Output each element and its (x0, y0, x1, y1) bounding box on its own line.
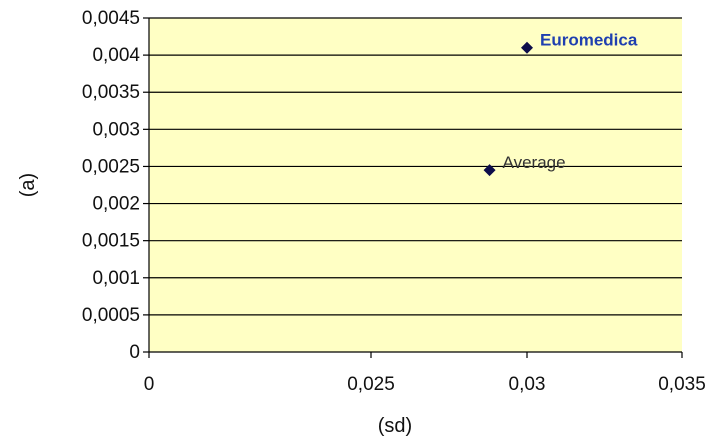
y-ticks: 0 0,0005 0,001 0,0015 0,002 0,0025 0,003 0,0035… (82, 8, 149, 363)
x-tick-label-3: 0,035 (658, 374, 706, 395)
x-tick-label-2: 0,03 (509, 374, 546, 395)
data-point-average (483, 164, 496, 177)
y-axis-title: (a) (17, 173, 39, 197)
y-tick-label-8: 0,004 (92, 45, 140, 66)
y-tick-label-4: 0,002 (92, 194, 140, 215)
y-tick-label-1: 0,0005 (82, 305, 140, 326)
y-tick-label-2: 0,001 (92, 268, 140, 289)
grid-lines (149, 17, 682, 316)
y-tick-label-5: 0,0025 (82, 156, 140, 177)
y-tick-label-7: 0,0035 (82, 82, 140, 103)
data-label-euromedica: Euromedica (540, 31, 638, 50)
x-ticks: 0 0,025 0,03 0,035 (144, 352, 706, 395)
data-point-euromedica (521, 41, 533, 54)
y-tick-label-3: 0,0015 (82, 231, 140, 252)
y-tick-label-9: 0,0045 (82, 8, 140, 29)
y-tick-label-6: 0,003 (92, 119, 140, 140)
y-tick-label-0: 0 (129, 342, 140, 363)
data-label-average: Average (503, 153, 566, 172)
plot-area (149, 18, 682, 352)
x-tick-label-1: 0,025 (347, 374, 395, 395)
data-points: Euromedica Average (483, 31, 638, 177)
x-axis-title: (sd) (378, 415, 412, 437)
x-tick-label-0: 0 (144, 374, 155, 395)
